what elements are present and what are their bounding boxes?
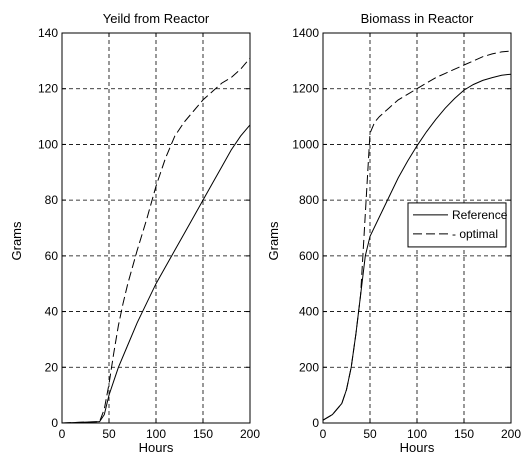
chart-title: Biomass in Reactor — [361, 11, 474, 26]
y-tick-label: 140 — [38, 26, 58, 40]
x-tick-label: 200 — [240, 427, 260, 441]
y-tick-label: 400 — [299, 305, 319, 319]
y-tick-label: 800 — [299, 193, 319, 207]
series-line-dashed — [322, 50, 512, 421]
x-tick-label: 150 — [454, 427, 474, 441]
y-tick-label: 60 — [45, 249, 59, 263]
x-tick-label: 0 — [320, 427, 327, 441]
chart-biomass: Biomass in Reactor Hours Grams 0 50 100 150… — [266, 11, 521, 455]
y-tick-label: 200 — [299, 360, 319, 374]
x-tick-label: 150 — [193, 427, 213, 441]
legend-label: - optimal — [452, 227, 498, 241]
x-axis-label: Hours — [400, 440, 435, 455]
x-tick-label: 100 — [146, 427, 166, 441]
x-tick-label: 50 — [363, 427, 377, 441]
series-line-dashed — [61, 57, 251, 424]
y-tick-label: 20 — [45, 360, 59, 374]
y-tick-label: 1000 — [292, 137, 319, 151]
y-tick-label: 600 — [299, 249, 319, 263]
y-axis-label: Grams — [266, 221, 281, 261]
y-tick-label: 1200 — [292, 82, 319, 96]
x-tick-label: 200 — [501, 427, 521, 441]
y-axis-label: Grams — [9, 221, 24, 261]
chart-yield: Yeild from Reactor Hours Grams 0 50 100 150… — [9, 11, 260, 455]
series-line-solid — [61, 124, 251, 424]
x-tick-label: 100 — [407, 427, 427, 441]
x-tick-label: 50 — [102, 427, 116, 441]
y-tick-label: 0 — [312, 416, 319, 430]
chart-title: Yeild from Reactor — [103, 11, 210, 26]
x-tick-label: 0 — [59, 427, 66, 441]
y-tick-label: 80 — [45, 193, 59, 207]
y-tick-label: 100 — [38, 137, 58, 151]
y-tick-label: 120 — [38, 82, 58, 96]
legend-box — [407, 202, 507, 248]
y-tick-label: 1400 — [292, 26, 319, 40]
y-tick-label: 0 — [51, 416, 58, 430]
legend-label: Reference — [452, 208, 508, 222]
y-tick-label: 40 — [45, 305, 59, 319]
x-axis-label: Hours — [139, 440, 174, 455]
